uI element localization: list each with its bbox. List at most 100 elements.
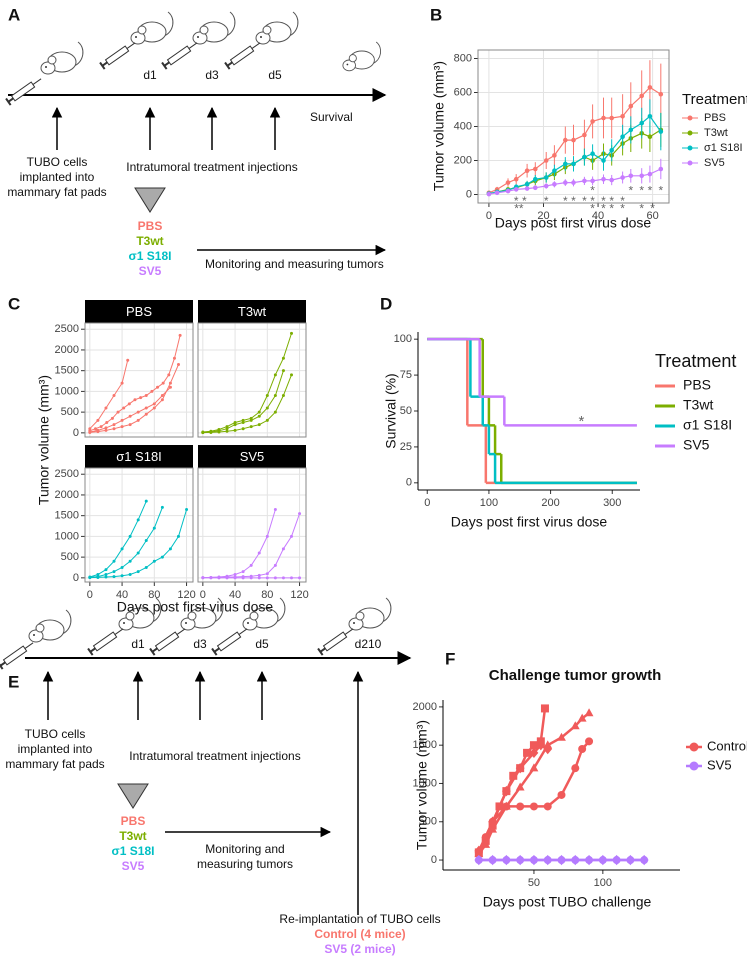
point [273, 576, 277, 580]
mouse-ear [262, 25, 272, 35]
point [136, 518, 140, 522]
injection-label: Intratumoral treatment injections [129, 749, 300, 763]
point [136, 570, 140, 574]
legend-swatch [689, 761, 699, 771]
point [144, 539, 148, 543]
point [529, 741, 538, 750]
panel-label: C [8, 294, 20, 313]
point [628, 103, 634, 109]
point [233, 576, 237, 580]
x-tick-label: 100 [480, 497, 498, 509]
syringe-handle [161, 61, 168, 70]
day-label: d3 [205, 68, 219, 82]
legend-label: σ1 S18I [704, 142, 743, 154]
triangle [134, 187, 166, 213]
legend-swatch [689, 742, 699, 752]
y-axis-label: Tumor volume (mm³) [36, 375, 52, 505]
point [152, 402, 156, 406]
point [571, 764, 580, 773]
x-tick-label: 100 [594, 877, 612, 889]
syringe-icon [224, 42, 261, 70]
point [127, 402, 131, 406]
mouse-icon [28, 609, 72, 643]
mouse-eye [123, 622, 125, 624]
point [523, 748, 532, 757]
series-line [89, 501, 147, 578]
significance-mark: * [648, 184, 653, 198]
point [112, 570, 116, 574]
point [120, 565, 124, 569]
point [241, 418, 245, 422]
point [584, 708, 594, 717]
significance-mark: * [582, 194, 587, 208]
day-label: d3 [193, 637, 207, 651]
point [515, 762, 525, 774]
point [557, 732, 566, 741]
panel-border [84, 322, 194, 438]
point [647, 171, 653, 177]
point [582, 178, 587, 184]
syringe-handle [0, 661, 4, 670]
point [273, 394, 277, 398]
diagram-label: measuring tumors [197, 857, 293, 871]
y-tick-label: 75 [400, 369, 412, 381]
syringe-handle [87, 647, 94, 656]
point [99, 425, 103, 429]
point [543, 175, 549, 180]
mouse-ear [125, 611, 135, 621]
syringe-needle [238, 628, 248, 635]
syringe-icon [0, 642, 34, 670]
point [486, 191, 492, 197]
diagram-label: mammary fat pads [7, 185, 106, 199]
triangle [117, 783, 149, 809]
point [281, 576, 285, 580]
legend-title: Treatment [682, 91, 747, 108]
mouse-icon [130, 11, 174, 45]
significance-mark: * [601, 202, 606, 216]
syringe-icon [87, 628, 124, 656]
point [176, 362, 180, 366]
significance-mark: * [650, 202, 655, 216]
day-label: d210 [355, 637, 382, 651]
significance-mark: * [563, 194, 568, 208]
panel-label: F [445, 649, 455, 668]
diagram-label: Monitoring and [205, 842, 284, 856]
panel-background [85, 468, 193, 582]
mouse-tail [213, 597, 224, 623]
point [557, 856, 566, 865]
point [590, 178, 595, 184]
point [481, 839, 491, 848]
significance-mark: * [620, 202, 625, 216]
point [289, 373, 293, 377]
point [241, 570, 245, 574]
point [265, 572, 269, 576]
syringe-barrel [104, 45, 130, 66]
mouse-tail [372, 41, 382, 65]
y-tick-label: 0 [431, 854, 437, 866]
point [474, 845, 484, 857]
point [201, 431, 205, 435]
point [128, 559, 132, 563]
diagram-label: Monitoring and measuring tumors [205, 257, 384, 271]
point [241, 576, 245, 580]
syringe-handle [224, 61, 231, 70]
point [505, 188, 511, 194]
point [516, 856, 525, 865]
legend-swatch [687, 115, 693, 121]
point [529, 856, 538, 865]
syringe-plunger [319, 647, 326, 653]
point [265, 418, 269, 422]
group-label: σ1 S18I [129, 249, 172, 263]
point [488, 824, 498, 833]
point [104, 406, 108, 410]
day-label: d5 [268, 68, 282, 82]
syringe-needle [251, 42, 261, 49]
significance-mark: * [590, 194, 595, 208]
syringe-icon [317, 628, 354, 656]
x-tick-label: 200 [541, 497, 559, 509]
mouse-eye [197, 36, 199, 38]
point [488, 816, 498, 827]
point [201, 576, 205, 580]
point [160, 505, 164, 509]
facet-strip [85, 300, 193, 323]
